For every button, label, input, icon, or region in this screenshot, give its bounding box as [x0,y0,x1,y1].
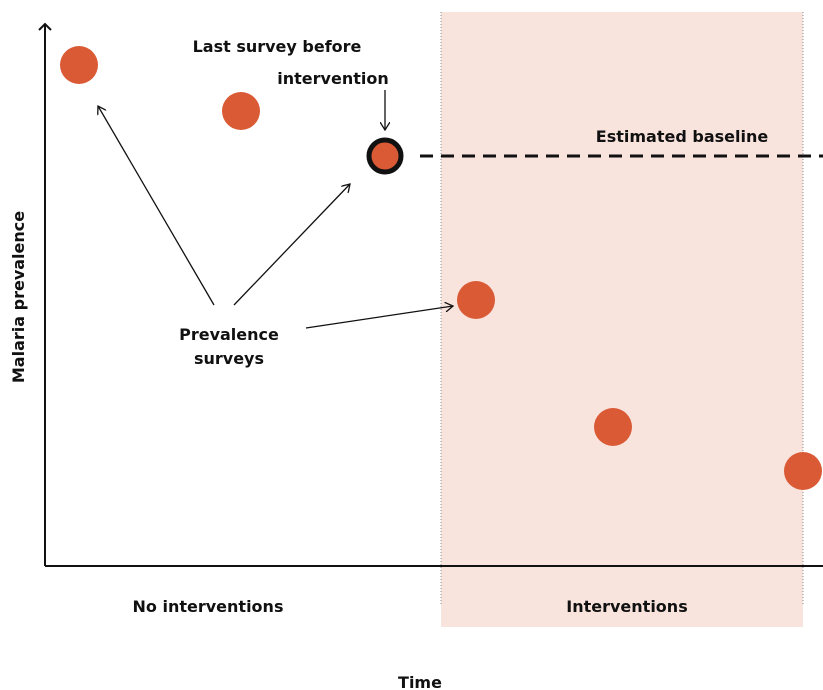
survey-point [60,46,98,84]
arrow-to-first-survey [98,106,215,306]
interventions-label: Interventions [566,597,687,616]
survey-point [222,92,260,130]
x-axis-label: Time [398,673,442,690]
arrow-to-pre-intervention-survey [233,184,350,306]
interventions-region [441,12,803,627]
y-axis-label: Malaria prevalence [9,211,28,383]
survey-point [594,408,632,446]
last-survey-point [366,137,404,175]
surveys-label-line1: Prevalence [179,325,279,344]
survey-point [784,452,822,490]
survey-point [457,281,495,319]
no-interventions-label: No interventions [133,597,284,616]
last-survey-label-line2: intervention [277,69,388,88]
arrow-to-intervention-survey [305,306,453,329]
surveys-label-line2: surveys [194,349,264,368]
last-survey-label-line1: Last survey before [193,37,362,56]
baseline-label: Estimated baseline [596,127,769,146]
